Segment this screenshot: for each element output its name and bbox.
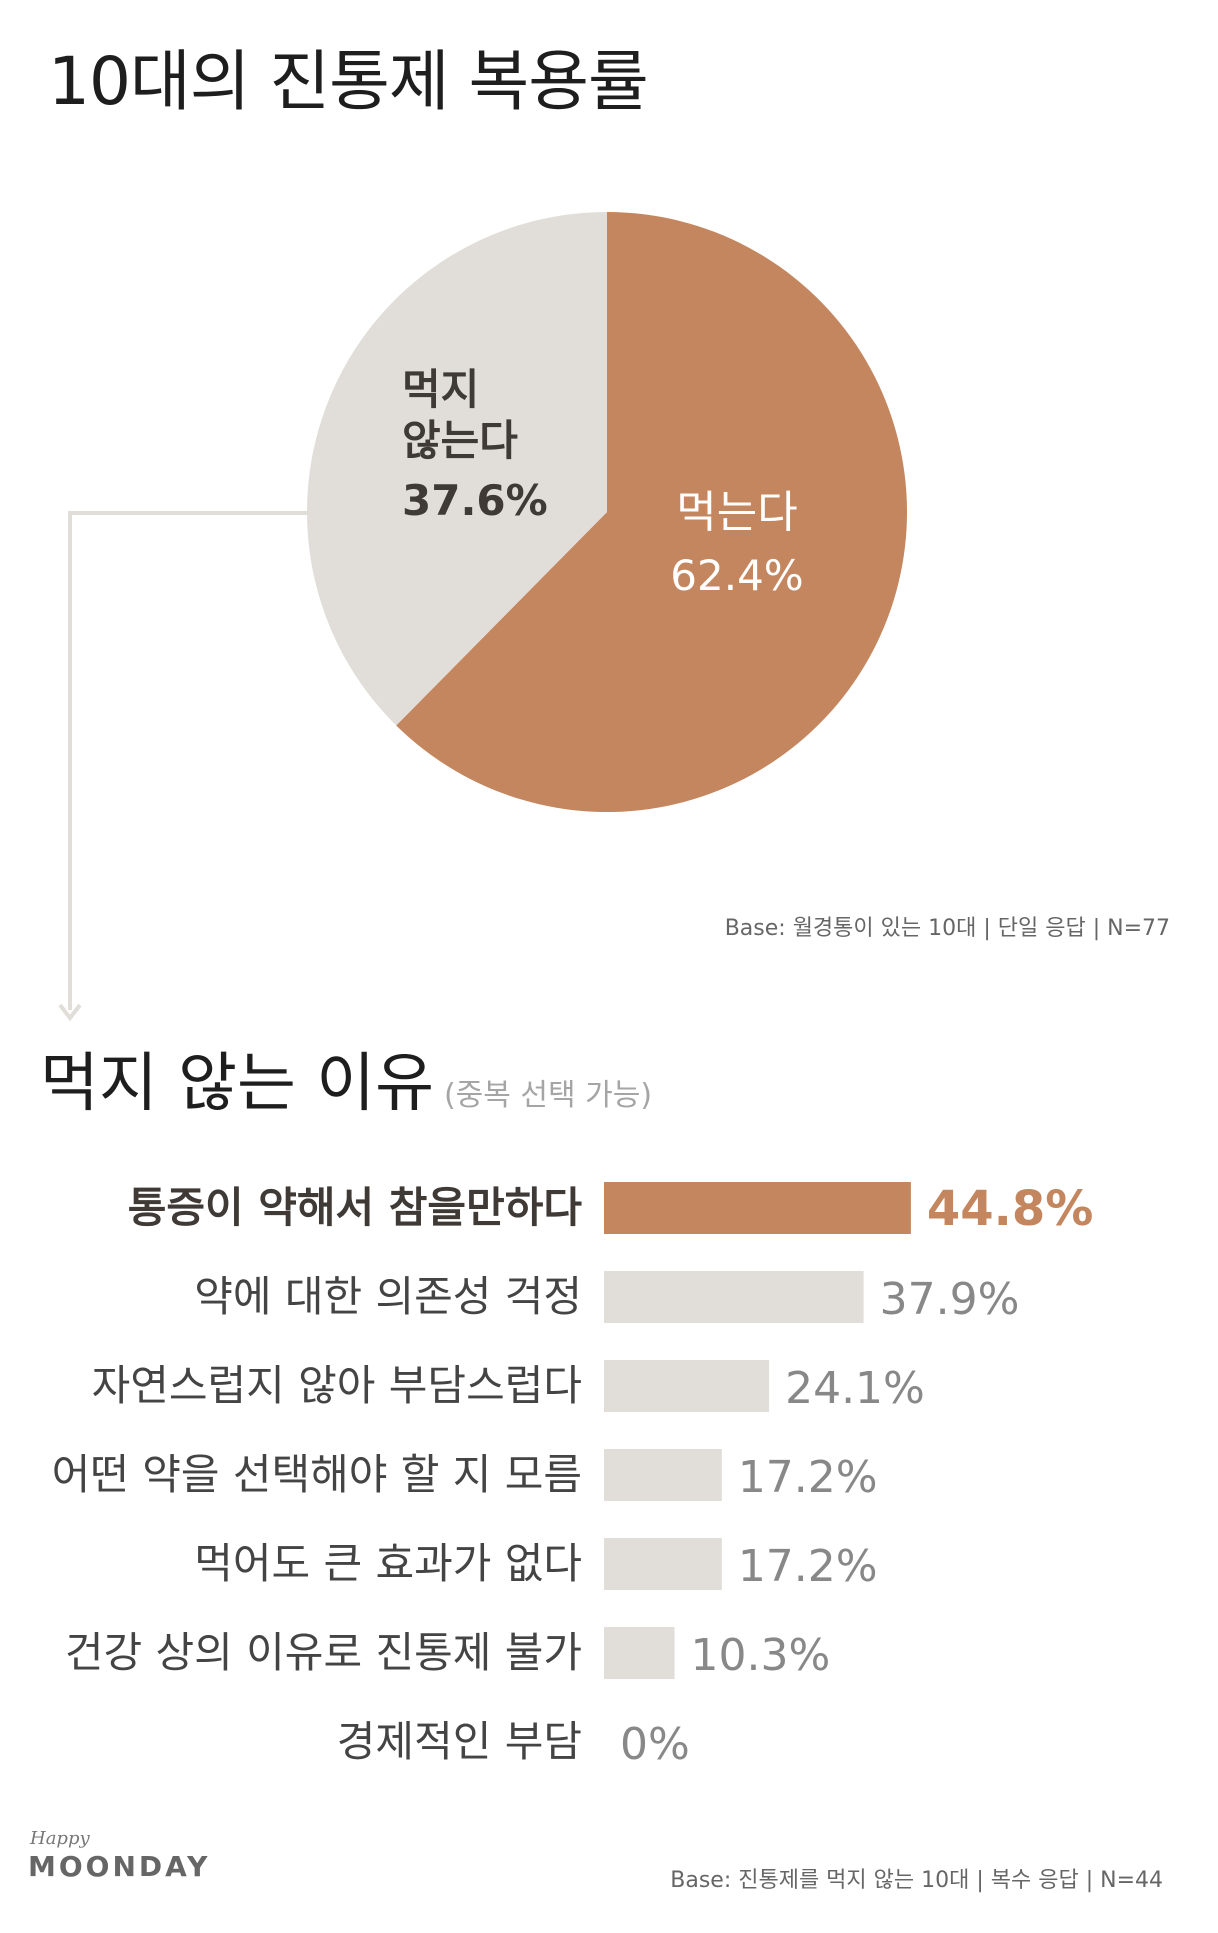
- bar-value-3: 17.2%: [738, 1452, 878, 1503]
- connector-line: [68, 511, 307, 1010]
- bar-0: [604, 1182, 911, 1234]
- bar-value-5: 10.3%: [691, 1630, 831, 1681]
- bar-5: [604, 1627, 675, 1679]
- pie-slice-1: [307, 212, 607, 726]
- bar-1: [604, 1271, 864, 1323]
- logo: MOONDAY: [28, 1850, 211, 1883]
- bar-label-5: 건강 상의 이유로 진통제 불가: [65, 1628, 582, 1677]
- bar-value-1: 37.9%: [880, 1274, 1020, 1325]
- bar-4: [604, 1538, 722, 1590]
- bar-3: [604, 1449, 722, 1501]
- bar-value-0: 44.8%: [927, 1181, 1094, 1237]
- slice-value-nottake: 37.6%: [402, 476, 548, 525]
- bar-label-3: 어떤 약을 선택해야 할 지 모름: [52, 1450, 582, 1499]
- pie-slice-0: [396, 212, 908, 813]
- reasons-title: 먹지 않는 이유: [40, 1047, 434, 1121]
- bar-label-4: 먹어도 큰 효과가 없다: [194, 1539, 582, 1588]
- bar-label-1: 약에 대한 의존성 걱정: [194, 1272, 582, 1321]
- bar-label-0: 통증이 약해서 참을만하다: [128, 1183, 583, 1232]
- reasons-note: (중복 선택 가능): [443, 1078, 653, 1113]
- bar-label-2: 자연스럽지 않아 부담스럽다: [92, 1361, 582, 1410]
- bar-value-6: 0%: [620, 1719, 690, 1770]
- slice-value-take: 62.4%: [670, 551, 803, 600]
- slice-label-take: 먹는다: [676, 487, 797, 538]
- bar-label-6: 경제적인 부담: [337, 1717, 582, 1766]
- chart-title: 10대의 진통제 복용률: [48, 43, 649, 120]
- bar-2: [604, 1360, 770, 1412]
- reasons-base-note: Base: 진통제를 먹지 않는 10대 | 복수 응답 | N=44: [670, 1868, 1163, 1893]
- reasons-title-block: 먹지 않는 이유 (중복 선택 가능): [40, 1032, 652, 1124]
- bar-value-4: 17.2%: [738, 1541, 878, 1592]
- slice-label-nottake-1: 먹지: [402, 365, 479, 414]
- pie-base-note: Base: 월경통이 있는 10대 | 단일 응답 | N=77: [724, 916, 1170, 941]
- logo-script: Happy: [30, 1828, 90, 1849]
- slice-label-nottake-2: 않는다: [402, 416, 518, 465]
- bar-value-2: 24.1%: [785, 1363, 925, 1414]
